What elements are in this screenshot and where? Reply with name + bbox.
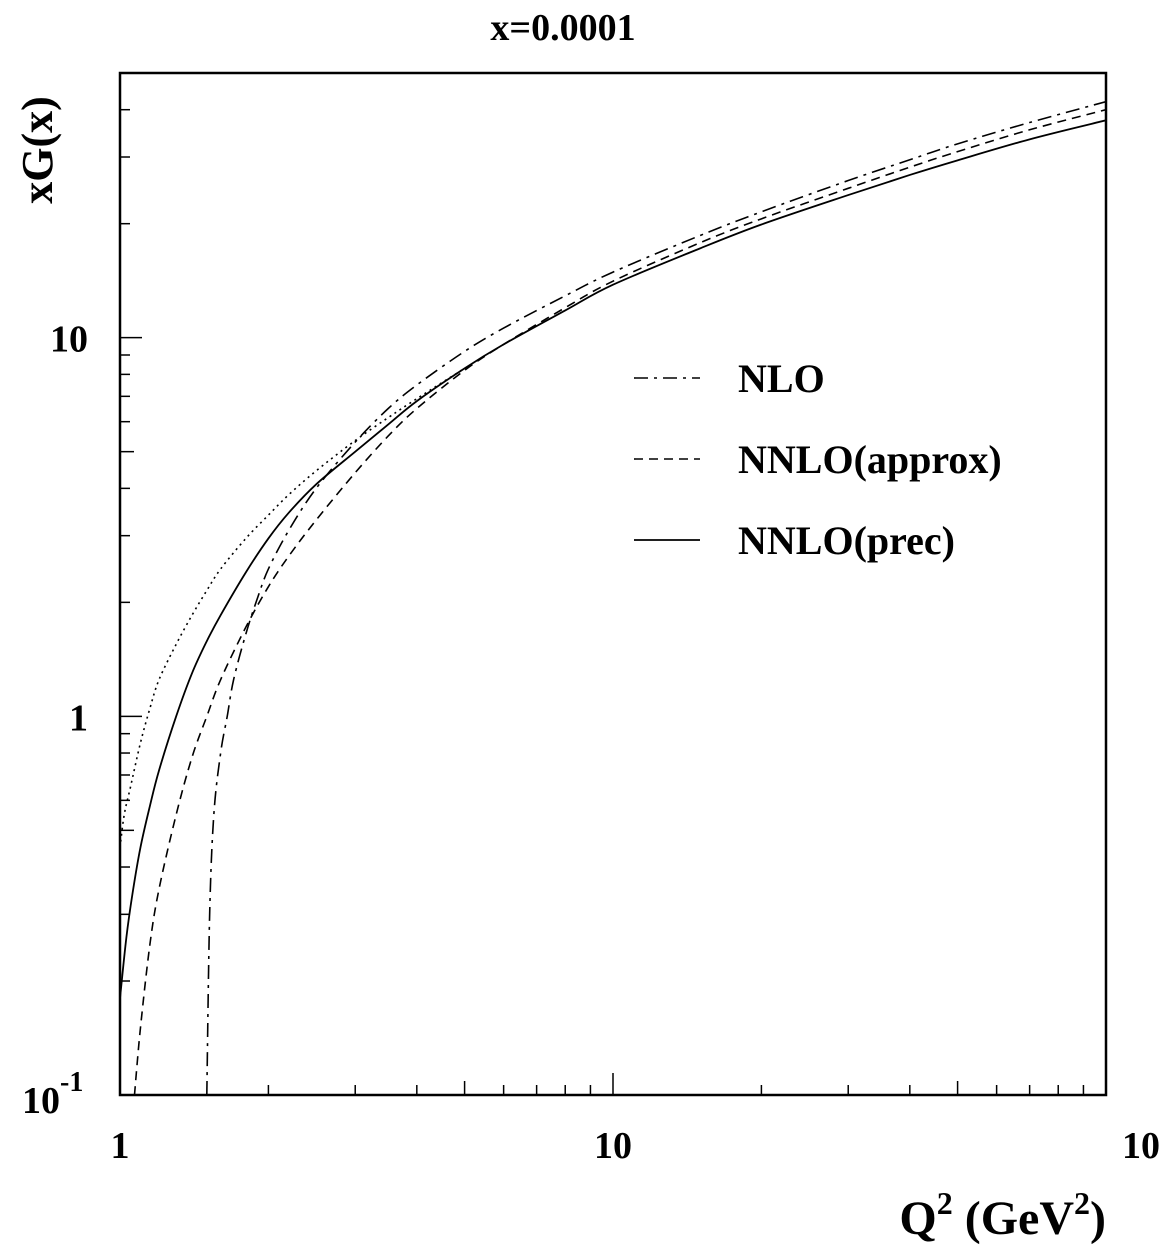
plot-frame bbox=[118, 71, 1108, 1097]
y-tick-label-sup: -1 bbox=[60, 1067, 83, 1098]
x-axis-label-unit-sup: 2 bbox=[1074, 1185, 1090, 1221]
legend-label-nnlo-approx: NNLO(approx) bbox=[738, 437, 1002, 482]
series-line-nnlo-prec bbox=[120, 119, 1106, 999]
y-tick-label: 10 bbox=[50, 319, 88, 361]
x-tick-label: 10 bbox=[594, 1125, 632, 1167]
y-axis-label: xG(x) bbox=[13, 96, 62, 204]
x-axis-label-sup: 2 bbox=[937, 1185, 953, 1221]
x-tick-label-base: 10 bbox=[1122, 1125, 1160, 1167]
series-line-unlabeled-3 bbox=[120, 367, 466, 848]
series-line-nlo bbox=[206, 100, 1106, 1095]
legend-label-nlo: NLO bbox=[738, 356, 825, 401]
x-tick-label: 1 bbox=[111, 1125, 130, 1167]
x-axis-label-unit-close: ) bbox=[1090, 1192, 1106, 1245]
legend: NLO NNLO(approx) NNLO(prec) bbox=[634, 356, 1002, 563]
x-axis-label: Q2 (GeV2) bbox=[899, 1185, 1106, 1245]
legend-label-nnlo-prec: NNLO(prec) bbox=[738, 518, 955, 563]
series-line-nnlo-approx bbox=[133, 108, 1106, 1095]
y-tick-label: 10-1 bbox=[22, 1067, 83, 1122]
series-group bbox=[120, 100, 1106, 1095]
x-axis-label-unit-open: (GeV bbox=[953, 1192, 1075, 1245]
y-tick-label-base: 10 bbox=[22, 1080, 60, 1122]
y-tick-label: 1 bbox=[69, 697, 88, 739]
axis-ticks bbox=[119, 72, 1085, 1096]
chart-title: x=0.0001 bbox=[490, 7, 635, 49]
x-axis-label-base: Q bbox=[899, 1192, 936, 1245]
x-tick-label: 102 bbox=[1122, 1112, 1161, 1167]
